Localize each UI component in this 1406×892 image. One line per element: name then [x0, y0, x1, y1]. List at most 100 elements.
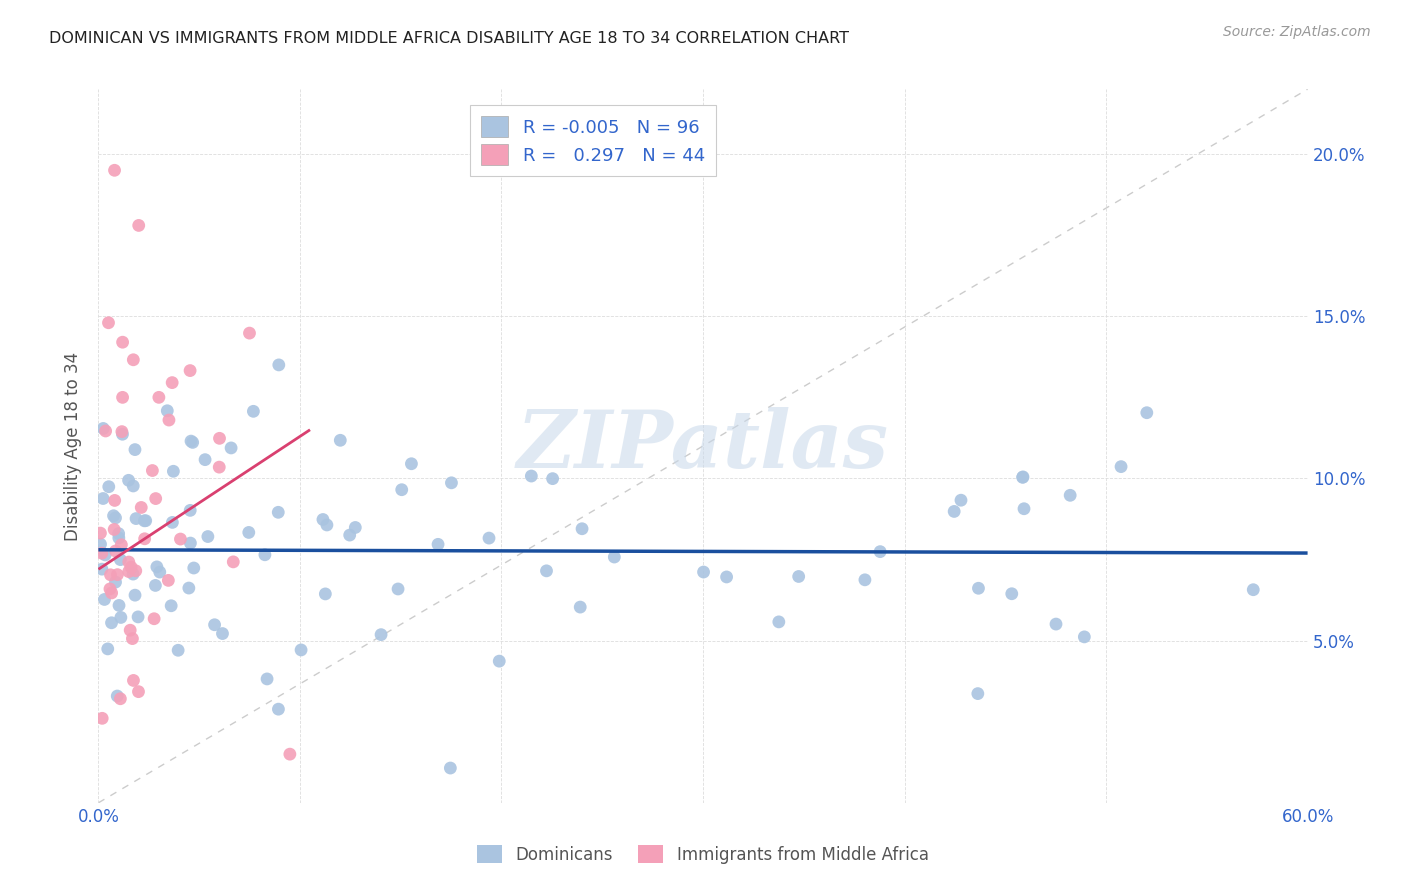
- Point: [91, 711, 114, 725]
- Point: [104, 493, 127, 508]
- Point: [966, 687, 988, 701]
- Point: [1109, 459, 1132, 474]
- Point: [716, 570, 738, 584]
- Point: [536, 564, 558, 578]
- Point: [571, 522, 593, 536]
- Legend: Dominicans, Immigrants from Middle Africa: Dominicans, Immigrants from Middle Afric…: [471, 838, 935, 871]
- Point: [134, 532, 156, 546]
- Point: [1011, 470, 1033, 484]
- Point: [103, 508, 125, 523]
- Point: [103, 163, 125, 178]
- Point: [90, 546, 112, 560]
- Point: [219, 441, 242, 455]
- Point: [143, 612, 166, 626]
- Point: [89, 537, 111, 551]
- Point: [204, 617, 226, 632]
- Point: [100, 615, 122, 630]
- Point: [97, 480, 120, 494]
- Point: [105, 689, 128, 703]
- Point: [179, 363, 201, 377]
- Point: [167, 643, 190, 657]
- Point: [122, 673, 145, 688]
- Point: [488, 654, 510, 668]
- Point: [312, 512, 335, 526]
- Point: [967, 581, 990, 595]
- Point: [124, 588, 146, 602]
- Point: [768, 615, 790, 629]
- Point: [162, 464, 184, 478]
- Point: [129, 500, 152, 515]
- Point: [169, 532, 191, 546]
- Text: ZIPatlas: ZIPatlas: [517, 408, 889, 484]
- Point: [122, 479, 145, 493]
- Text: Source: ZipAtlas.com: Source: ZipAtlas.com: [1223, 25, 1371, 39]
- Point: [238, 525, 260, 540]
- Point: [339, 528, 361, 542]
- Point: [145, 491, 167, 506]
- Point: [128, 219, 150, 233]
- Point: [145, 578, 167, 592]
- Point: [401, 457, 423, 471]
- Point: [97, 316, 120, 330]
- Point: [108, 599, 131, 613]
- Point: [134, 514, 156, 528]
- Point: [111, 335, 134, 350]
- Point: [278, 747, 301, 761]
- Y-axis label: Disability Age 18 to 34: Disability Age 18 to 34: [65, 351, 83, 541]
- Point: [181, 435, 204, 450]
- Point: [1012, 501, 1035, 516]
- Point: [104, 544, 127, 558]
- Point: [314, 587, 336, 601]
- Point: [135, 514, 157, 528]
- Point: [141, 464, 163, 478]
- Point: [149, 565, 172, 579]
- Point: [91, 491, 114, 506]
- Point: [160, 599, 183, 613]
- Point: [148, 390, 170, 404]
- Point: [120, 624, 142, 638]
- Point: [97, 641, 120, 656]
- Point: [89, 526, 111, 541]
- Point: [222, 555, 245, 569]
- Point: [787, 569, 810, 583]
- Point: [104, 575, 127, 590]
- Point: [256, 672, 278, 686]
- Point: [177, 581, 200, 595]
- Point: [569, 600, 592, 615]
- Point: [180, 434, 202, 449]
- Point: [146, 560, 169, 574]
- Point: [91, 562, 114, 576]
- Point: [329, 434, 352, 448]
- Point: [183, 561, 205, 575]
- Point: [127, 610, 149, 624]
- Point: [125, 511, 148, 525]
- Point: [103, 523, 125, 537]
- Point: [110, 691, 132, 706]
- Legend: R = -0.005   N = 96, R =   0.297   N = 44: R = -0.005 N = 96, R = 0.297 N = 44: [470, 105, 716, 176]
- Point: [478, 531, 501, 545]
- Point: [111, 427, 134, 442]
- Point: [156, 403, 179, 417]
- Point: [943, 504, 966, 518]
- Point: [1136, 406, 1159, 420]
- Point: [949, 493, 972, 508]
- Point: [211, 626, 233, 640]
- Point: [94, 548, 117, 562]
- Point: [197, 530, 219, 544]
- Point: [290, 643, 312, 657]
- Point: [869, 544, 891, 558]
- Point: [162, 516, 184, 530]
- Point: [1012, 470, 1035, 484]
- Point: [122, 567, 145, 582]
- Point: [100, 567, 122, 582]
- Point: [120, 560, 142, 574]
- Point: [107, 567, 129, 582]
- Point: [107, 526, 129, 541]
- Point: [1045, 617, 1067, 632]
- Point: [316, 518, 339, 533]
- Point: [111, 390, 134, 404]
- Point: [108, 531, 131, 545]
- Point: [118, 565, 141, 579]
- Point: [157, 574, 180, 588]
- Point: [125, 564, 148, 578]
